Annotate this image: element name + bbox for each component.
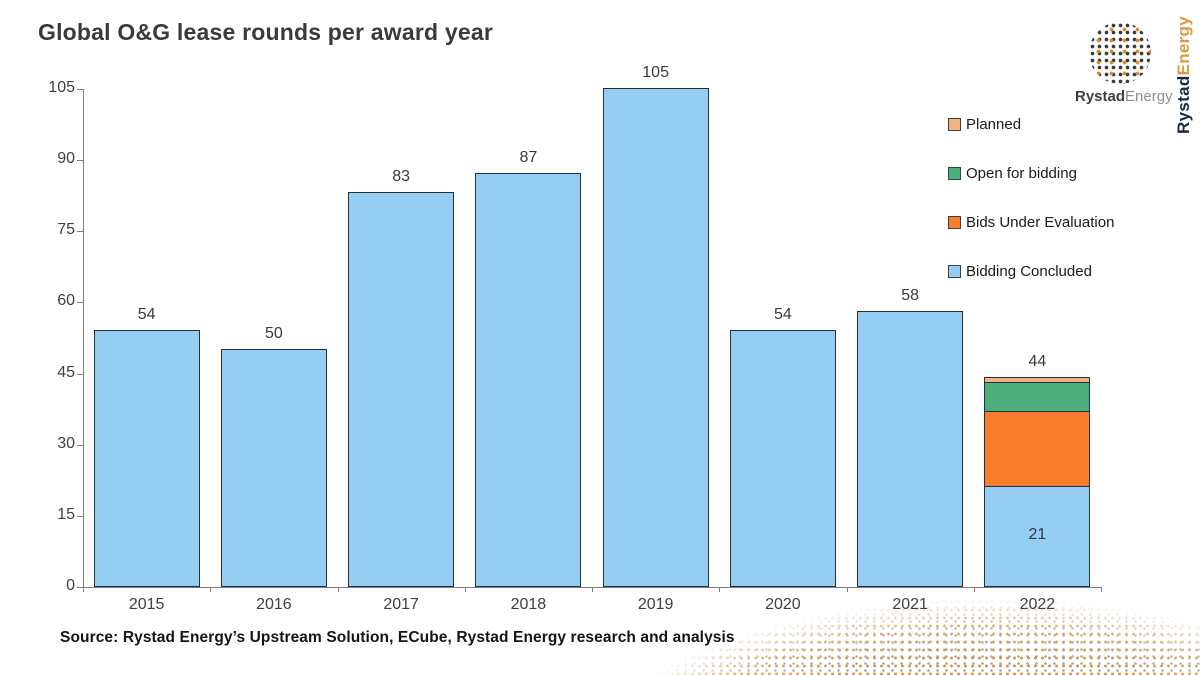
logo-word-light: Energy [1125,88,1173,105]
legend-label: Bidding Concluded [966,262,1092,280]
bar-total-label: 87 [519,149,538,167]
x-axis-category-label: 2019 [637,596,674,613]
x-axis-tick-mark [973,587,975,592]
logo-word-bold: Rystad [1075,88,1126,105]
y-axis-tick-label: 15 [57,505,75,523]
chart-title: Global O&G lease rounds per award year [38,19,493,45]
legend-label: Bids Under Evaluation [966,213,1115,231]
x-axis-tick-mark [1101,587,1102,592]
vertical-word-accent: Energy [1174,16,1193,76]
rystad-logo: RystadEnergy [1075,14,1173,105]
bar-segment-2016-bidding-concluded [220,348,327,587]
legend-swatch-icon [948,215,961,229]
y-axis-tick-label: 30 [57,434,75,452]
legend-label: Planned [966,115,1022,133]
bar-segment-2019-bidding-concluded [602,88,709,587]
y-axis-tick-label: 60 [57,292,75,310]
bar-segment-2021-bidding-concluded [857,310,964,587]
legend-item-bidding-concluded: Bidding Concluded [948,262,1114,280]
legend-swatch-icon [948,264,961,278]
y-axis-tick-mark [77,302,83,304]
x-axis-tick-mark [592,587,593,592]
bar-segment-2022-planned [984,377,1091,384]
x-axis-category-label: 2021 [892,596,928,613]
x-axis-tick-mark [337,587,339,592]
x-axis-tick-mark [83,587,84,592]
x-axis-category-label: 2020 [765,596,801,613]
y-axis-tick-mark [77,373,83,375]
y-axis-line [83,89,84,587]
y-axis-tick-label: 75 [57,221,75,239]
bar-segment-2017-bidding-concluded [348,192,455,587]
vertical-word-bold: Rystad [1174,75,1193,134]
x-axis-tick-mark [719,587,721,592]
rystad-logo-wordmark: RystadEnergy [1075,88,1173,105]
bar-total-label: 105 [642,64,669,81]
y-axis-tick-mark [77,160,83,162]
rystad-globe-icon [1089,22,1151,84]
x-axis-category-label: 2016 [256,596,292,613]
x-axis-category-label: 2017 [383,596,419,613]
legend-item-open-for-bidding: Open for bidding [948,164,1114,182]
bar-segment-value-label: 21 [1028,526,1047,544]
vertical-brand-text: RystadEnergy [1174,16,1194,134]
y-axis-tick-label: 0 [66,577,75,594]
bar-total-label: 54 [137,305,156,323]
bar-segment-2020-bidding-concluded [729,329,836,587]
bar-segment-2022-bids-under-evaluation [984,410,1091,488]
x-axis-category-label: 2015 [128,596,165,613]
legend-swatch-icon [948,166,961,180]
bar-segment-2018-bidding-concluded [475,173,582,587]
y-axis-tick-label: 90 [57,150,75,168]
bar-total-label: 54 [773,305,792,323]
bar-total-label: 44 [1028,353,1047,371]
x-axis-tick-mark [210,587,212,592]
x-axis-category-label: 2022 [1019,596,1056,613]
x-axis-tick-mark [846,587,848,592]
bar-total-label: 83 [392,168,411,186]
bar-segment-2022-open-for-bidding [984,382,1091,412]
legend: Planned Open for bidding Bids Under Evalua… [948,116,1114,312]
y-axis-tick-mark [77,444,83,446]
x-axis-tick-mark [464,587,466,592]
legend-swatch-icon [948,117,961,131]
legend-item-bids-under-evaluation: Bids Under Evaluation [948,213,1115,231]
y-axis-tick-mark [77,231,83,233]
bar-segment-2015-bidding-concluded [93,329,200,587]
bar-total-label: 58 [901,286,920,304]
bar-total-label: 50 [264,324,283,342]
source-note: Source: Rystad Energy’s Upstream Solutio… [60,629,735,646]
y-axis-tick-mark [77,89,83,90]
y-axis-tick-mark [77,515,83,517]
y-axis-tick-label: 105 [48,79,75,96]
x-axis-category-label: 2018 [510,596,547,613]
legend-item-planned: Planned [948,115,1114,133]
y-axis-tick-label: 45 [57,363,75,381]
legend-label: Open for bidding [966,164,1077,182]
